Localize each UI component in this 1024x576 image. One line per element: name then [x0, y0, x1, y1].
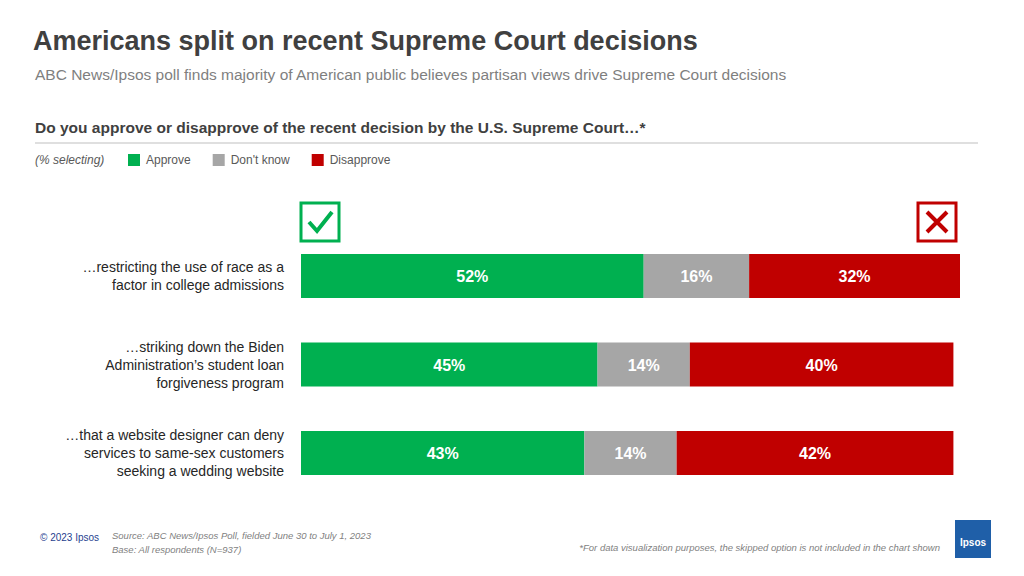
category-line: …restricting the use of race as a	[82, 259, 284, 275]
data-label: 45%	[433, 357, 465, 374]
category-line: factor in college admissions	[112, 277, 284, 293]
bar-segment	[301, 343, 598, 387]
bar-segment	[598, 343, 690, 387]
data-label: 43%	[427, 445, 459, 462]
category-label: …that a website designer can deny service…	[65, 427, 284, 479]
divider	[35, 143, 978, 144]
bar-segment	[301, 254, 644, 298]
base: Base: All respondents (N=937)	[112, 544, 241, 555]
icon-check	[309, 212, 332, 231]
bar-segment	[301, 431, 584, 475]
category-line: Administration’s student loan	[105, 357, 284, 373]
disapprove-icon	[918, 203, 956, 241]
bar-segment	[677, 431, 954, 475]
subtitle: ABC News/Ipsos poll finds majority of Am…	[35, 66, 786, 83]
logo: Ipsos	[960, 537, 987, 548]
category-line: seeking a wedding website	[117, 463, 285, 479]
bar-segment	[644, 254, 749, 298]
bar-segment	[749, 254, 960, 298]
category-label: …striking down the Biden Administration’s…	[105, 339, 284, 391]
legend-title: (% selecting)	[35, 153, 104, 167]
category-line: …striking down the Biden	[125, 339, 284, 355]
title: Americans split on recent Supreme Court …	[33, 26, 698, 56]
icon-x	[927, 212, 947, 232]
legend-label: Disapprove	[330, 153, 391, 167]
legend-label: Approve	[146, 153, 191, 167]
question: Do you approve or disapprove of the rece…	[35, 119, 647, 136]
source: Source: ABC News/Ipsos Poll, fielded Jun…	[112, 530, 372, 541]
legend-swatch	[312, 154, 324, 166]
data-label: 14%	[614, 445, 646, 462]
bar-segment	[584, 431, 676, 475]
legend-swatch	[213, 154, 225, 166]
bars	[301, 254, 960, 475]
legend-label: Don't know	[231, 153, 290, 167]
data-label: 52%	[456, 268, 488, 285]
data-label: 14%	[628, 357, 660, 374]
legend-swatch	[128, 154, 140, 166]
category-line: forgiveness program	[156, 375, 284, 391]
category-label: …restricting the use of race as a factor …	[82, 259, 284, 293]
data-label: 16%	[680, 268, 712, 285]
data-label: 40%	[806, 357, 838, 374]
logo-box	[955, 520, 991, 558]
chart: Americans split on recent Supreme Court …	[0, 0, 1024, 576]
icon-box	[301, 203, 339, 241]
category-line: services to same-sex customers	[84, 445, 284, 461]
bar-segment	[690, 343, 954, 387]
approve-icon	[301, 203, 339, 241]
data-label: 42%	[799, 445, 831, 462]
footnote: *For data visualization purposes, the sk…	[579, 542, 940, 553]
data-label: 32%	[839, 268, 871, 285]
data-labels: 52% 16% 32% 45% 14% 40% 43% 14% 42%	[427, 268, 871, 462]
icon-box	[918, 203, 956, 241]
copyright: © 2023 Ipsos	[40, 532, 99, 543]
category-line: …that a website designer can deny	[65, 427, 284, 443]
